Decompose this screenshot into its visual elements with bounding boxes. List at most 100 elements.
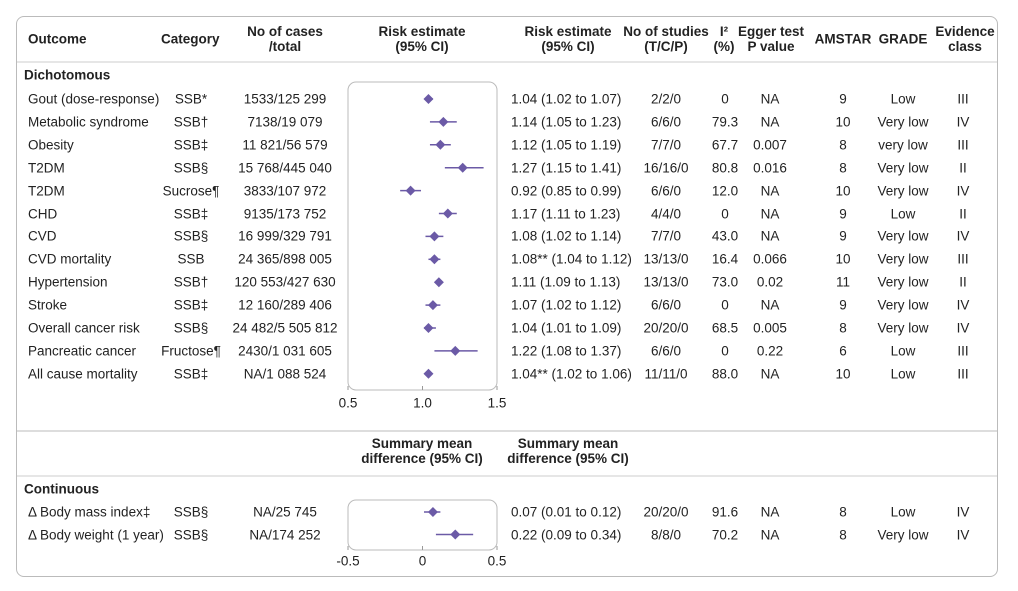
estimate-marker bbox=[450, 345, 461, 356]
table-cell: 16.4 bbox=[711, 251, 739, 267]
table-cell: SSB‡ bbox=[173, 206, 209, 221]
table-cell: 12 160/289 406 bbox=[238, 297, 332, 313]
table-cell: 15 768/445 040 bbox=[238, 160, 332, 176]
table-cell: Low bbox=[890, 206, 916, 221]
table-cell: 8 bbox=[839, 504, 847, 520]
table-cell: 6/6/0 bbox=[650, 297, 682, 313]
table-cell: 7138/19 079 bbox=[247, 114, 323, 130]
table-cell: NA bbox=[760, 504, 780, 520]
table-cell: 1.08** (1.04 to 1.12) bbox=[511, 251, 632, 267]
table-cell: SSB† bbox=[173, 114, 209, 130]
table-cell: Very low bbox=[877, 183, 929, 199]
table-cell: SSB§ bbox=[173, 160, 209, 176]
table-cell: 0.016 bbox=[753, 160, 787, 176]
table-cell: Low bbox=[890, 91, 916, 107]
table-cell: 8/8/0 bbox=[650, 527, 682, 542]
table-cell: III bbox=[957, 343, 969, 359]
table-cell: 1.04** (1.02 to 1.06) bbox=[511, 366, 632, 382]
x-tick-label: 0.5 bbox=[488, 554, 507, 569]
table-cell: SSB† bbox=[173, 274, 209, 290]
table-cell: SSB‡ bbox=[173, 366, 209, 382]
table-cell: 24 482/5 505 812 bbox=[232, 320, 338, 336]
table-cell: 1.04 (1.01 to 1.09) bbox=[511, 320, 622, 336]
table-cell: 6 bbox=[839, 343, 847, 359]
table-cell: 0 bbox=[721, 297, 729, 313]
table-cell: 16/16/0 bbox=[643, 160, 689, 176]
table-cell: Very low bbox=[877, 114, 929, 130]
table-cell: 0 bbox=[721, 206, 729, 221]
table-cell: 9 bbox=[839, 228, 847, 244]
table-cell: 12.0 bbox=[711, 183, 739, 199]
table-cell: 6/6/0 bbox=[650, 114, 682, 130]
estimate-marker bbox=[433, 277, 444, 288]
estimate-marker bbox=[429, 254, 440, 265]
table-cell: 1.11 (1.09 to 1.13) bbox=[511, 274, 621, 290]
row-label: Δ Body mass index‡ bbox=[28, 504, 151, 520]
table-cell: 1.27 (1.15 to 1.41) bbox=[511, 160, 622, 176]
table-cell: Very low bbox=[877, 228, 929, 244]
table-cell: NA/174 252 bbox=[249, 527, 321, 542]
plot-box bbox=[347, 499, 498, 551]
x-tick-label: 0 bbox=[419, 554, 427, 569]
table-cell: 20/20/0 bbox=[643, 504, 689, 520]
x-tick-label: 0.5 bbox=[339, 396, 358, 411]
estimate-marker bbox=[423, 323, 434, 333]
row-label: Pancreatic cancer bbox=[28, 343, 137, 359]
table-cell: 1.04 (1.02 to 1.07) bbox=[511, 91, 622, 107]
table-cell: 1.08 (1.02 to 1.14) bbox=[511, 228, 622, 244]
row-label: CHD bbox=[28, 206, 58, 221]
table-cell: 91.6 bbox=[711, 504, 739, 520]
table-cell: 13/13/0 bbox=[643, 251, 689, 267]
table-cell: Very low bbox=[877, 297, 929, 313]
table-cell: 9 bbox=[839, 91, 847, 107]
table-cell: Fructose¶ bbox=[161, 343, 221, 359]
table-cell: 10 bbox=[835, 251, 851, 267]
subheader: Summary mean difference (95% CI) bbox=[507, 436, 629, 466]
table-frame bbox=[16, 16, 998, 577]
table-cell: 11 bbox=[835, 274, 851, 290]
table-cell: 4/4/0 bbox=[650, 206, 682, 221]
table-cell: Low bbox=[890, 343, 916, 359]
table-cell: 0 bbox=[721, 343, 729, 359]
table-cell: 1.12 (1.05 to 1.19) bbox=[511, 137, 622, 153]
row-label: Stroke bbox=[28, 297, 68, 313]
column-header: AMSTAR bbox=[814, 31, 872, 47]
estimate-marker bbox=[427, 300, 438, 311]
table-cell: 9 bbox=[839, 297, 847, 313]
table-cell: 9 bbox=[839, 206, 847, 221]
table-cell: III bbox=[957, 91, 969, 107]
row-label: Hypertension bbox=[28, 274, 108, 290]
row-label: T2DM bbox=[28, 183, 65, 199]
section-title: Dichotomous bbox=[24, 67, 111, 83]
table-cell: NA bbox=[760, 114, 780, 130]
table-cell: IV bbox=[956, 228, 970, 244]
table-cell: Very low bbox=[877, 320, 929, 336]
table-cell: 0.07 (0.01 to 0.12) bbox=[511, 504, 622, 520]
table-cell: 79.3 bbox=[711, 114, 739, 130]
row-label: T2DM bbox=[28, 160, 65, 176]
table-cell: III bbox=[957, 137, 969, 153]
table-cell: 68.5 bbox=[711, 320, 739, 336]
table-cell: 1.14 (1.05 to 1.23) bbox=[511, 114, 622, 130]
table-cell: 0.22 (0.09 to 0.34) bbox=[511, 527, 622, 542]
estimate-marker bbox=[423, 368, 434, 379]
table-cell: Very low bbox=[877, 527, 929, 542]
table-cell: 13/13/0 bbox=[643, 274, 689, 290]
table-cell: IV bbox=[956, 183, 970, 199]
table-cell: SSB§ bbox=[173, 527, 209, 542]
table-cell: II bbox=[959, 274, 967, 290]
table-cell: NA bbox=[760, 91, 780, 107]
column-header: No of cases /total bbox=[247, 24, 323, 54]
column-header: Risk estimate (95% CI) bbox=[378, 24, 466, 54]
table-cell: 11/11/0 bbox=[644, 366, 688, 382]
row-label: CVD mortality bbox=[28, 251, 112, 267]
table-cell: 24 365/898 005 bbox=[238, 251, 332, 267]
table-cell: SSB§ bbox=[173, 320, 209, 336]
table-cell: II bbox=[959, 206, 967, 221]
table-cell: 0.066 bbox=[753, 251, 787, 267]
table-cell: IV bbox=[956, 297, 970, 313]
estimate-marker bbox=[438, 116, 449, 127]
table-cell: Very low bbox=[877, 274, 929, 290]
table-cell: 67.7 bbox=[711, 137, 739, 153]
